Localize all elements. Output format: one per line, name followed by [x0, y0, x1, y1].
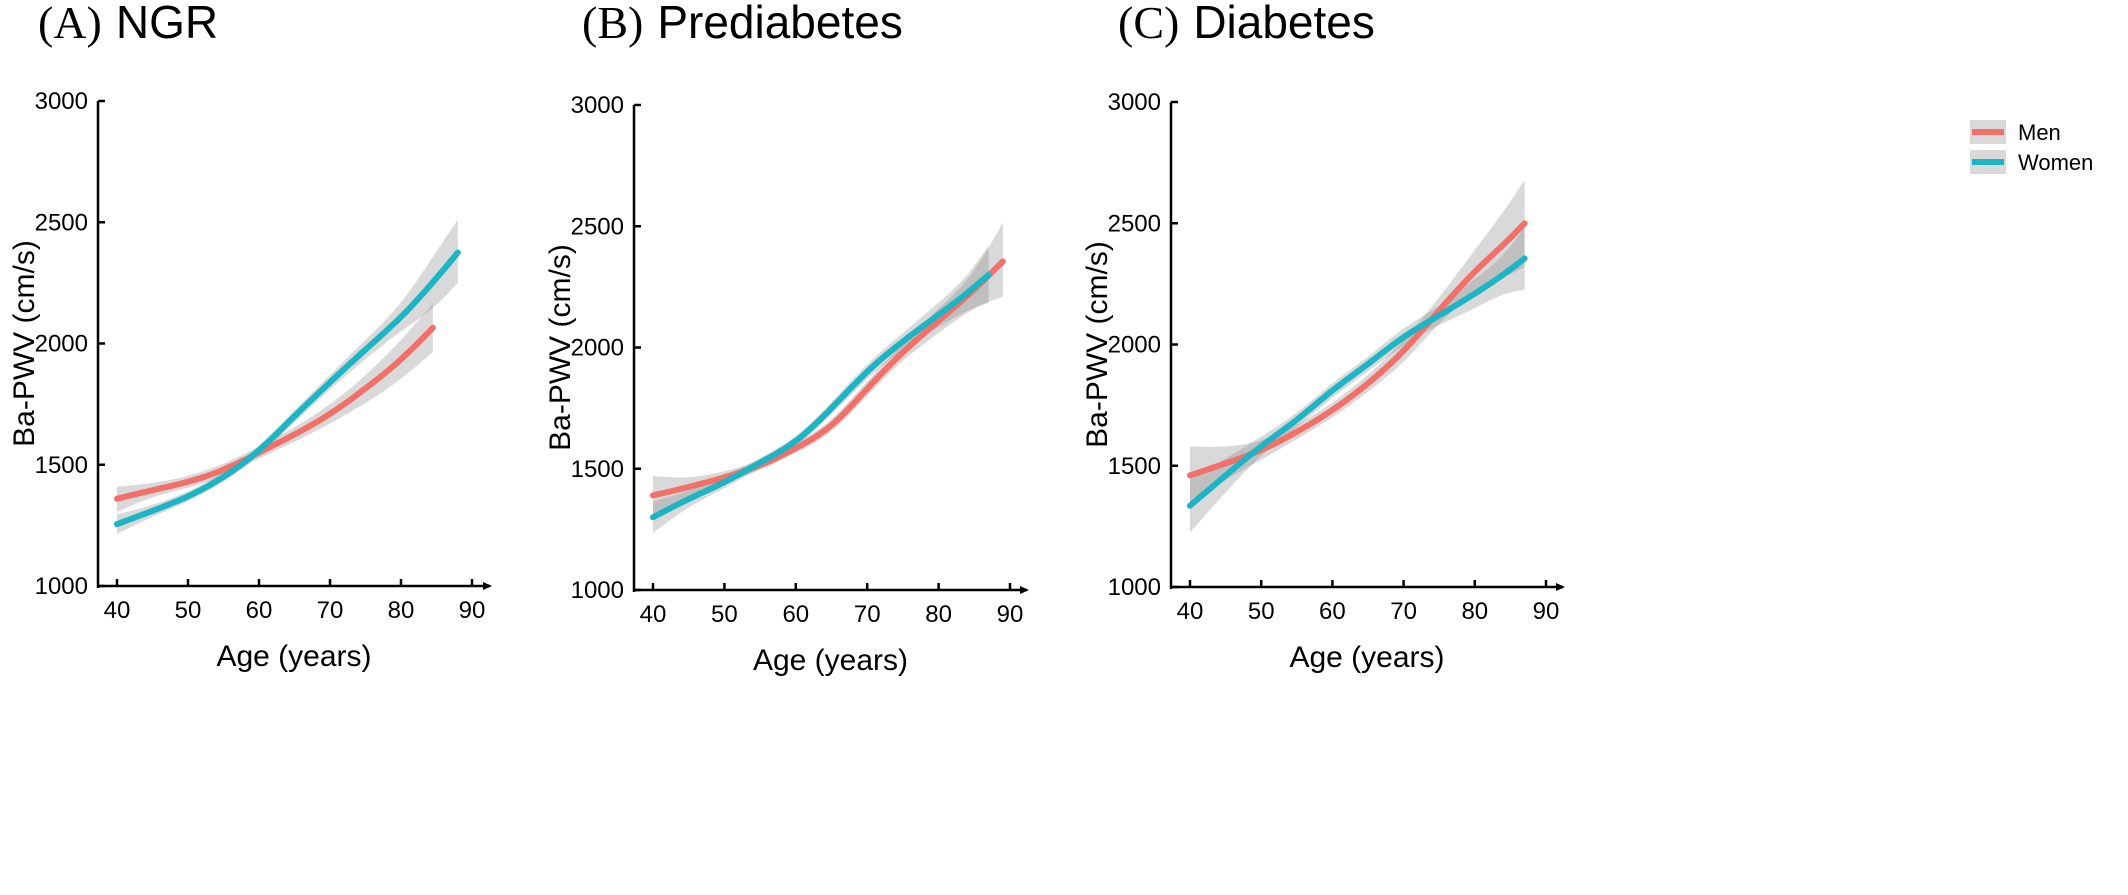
x-tick-label: 50: [1248, 598, 1275, 625]
y-tick-label: 1000: [35, 573, 88, 600]
x-tick-label: 80: [388, 597, 415, 624]
legend-label-women: Women: [2018, 150, 2093, 175]
x-tick-label: 50: [711, 601, 738, 628]
x-axis-title: Age (years): [216, 640, 371, 673]
panel-name: Diabetes: [1193, 0, 1375, 48]
panel-title: (B) Prediabetes: [582, 0, 903, 48]
panel-letter: (A): [38, 0, 102, 48]
y-tick-label: 2000: [35, 331, 88, 358]
x-axis-arrow: [1020, 586, 1029, 594]
legend-label-men: Men: [2018, 120, 2061, 145]
chart-panel-1: (A) NGR 1000 1500 2000 2500 3000 40 50 60 70 80 90 Ag…: [8, 0, 492, 673]
y-tick-label: 1500: [571, 456, 624, 483]
x-tick-label: 60: [782, 601, 809, 628]
x-tick-label: 40: [104, 597, 131, 624]
y-tick-label: 2500: [35, 209, 88, 236]
chart-panel-3: (C) Diabetes 1000 1500 2000 2500 3000 40 50 60 70 8…: [1081, 0, 2093, 674]
y-tick-label: 2500: [571, 213, 624, 240]
x-tick-label: 70: [1390, 598, 1417, 625]
y-tick-label: 1500: [35, 452, 88, 479]
ci-band-men: [1190, 179, 1525, 505]
x-tick-label: 40: [1177, 598, 1204, 625]
x-axis-title: Age (years): [753, 644, 908, 677]
series-line-women: [114, 249, 461, 528]
y-tick-label: 2000: [571, 335, 624, 362]
panel-name: NGR: [116, 0, 218, 48]
y-tick-label: 1000: [571, 577, 624, 604]
series-line-women: [1187, 255, 1528, 509]
x-tick-label: 70: [317, 597, 344, 624]
y-tick-label: 2000: [1108, 332, 1161, 359]
x-tick-label: 50: [175, 597, 202, 624]
x-axis-arrow: [1556, 583, 1565, 591]
x-tick-label: 90: [459, 597, 486, 624]
x-tick-label: 80: [925, 601, 952, 628]
panel-title: (C) Diabetes: [1118, 0, 1375, 48]
legend: Men Women: [1970, 120, 2093, 175]
y-tick-label: 1500: [1108, 453, 1161, 480]
x-tick-label: 90: [997, 601, 1024, 628]
series-line-women: [650, 271, 992, 521]
chart-panel-2: (B) Prediabetes 1000 1500 2000 2500 3000 40 50 60…: [544, 0, 1029, 677]
x-tick-label: 90: [1533, 598, 1560, 625]
panel-title: (A) NGR: [38, 0, 218, 48]
y-tick-label: 3000: [35, 88, 88, 115]
ci-band-women: [653, 245, 989, 533]
x-tick-label: 60: [1319, 598, 1346, 625]
series-line-men: [114, 324, 436, 502]
panel-letter: (C): [1118, 0, 1179, 48]
panel-letter: (B): [582, 0, 643, 48]
x-axis-arrow: [483, 582, 492, 590]
y-axis-title: Ba-PWV (cm/s): [1081, 241, 1114, 448]
panel-name: Prediabetes: [657, 0, 903, 48]
y-axis-title: Ba-PWV (cm/s): [544, 244, 577, 451]
ci-band-men: [653, 222, 1003, 516]
y-tick-label: 1000: [1108, 574, 1161, 601]
x-tick-label: 60: [246, 597, 273, 624]
y-tick-label: 2500: [1108, 210, 1161, 237]
series-line-men: [650, 258, 1006, 499]
y-tick-label: 3000: [1108, 89, 1161, 116]
x-tick-label: 40: [640, 601, 667, 628]
x-tick-label: 80: [1461, 598, 1488, 625]
y-axis-title: Ba-PWV (cm/s): [8, 240, 41, 447]
x-axis-title: Age (years): [1289, 641, 1444, 674]
x-tick-label: 70: [854, 601, 881, 628]
y-tick-label: 3000: [571, 92, 624, 119]
